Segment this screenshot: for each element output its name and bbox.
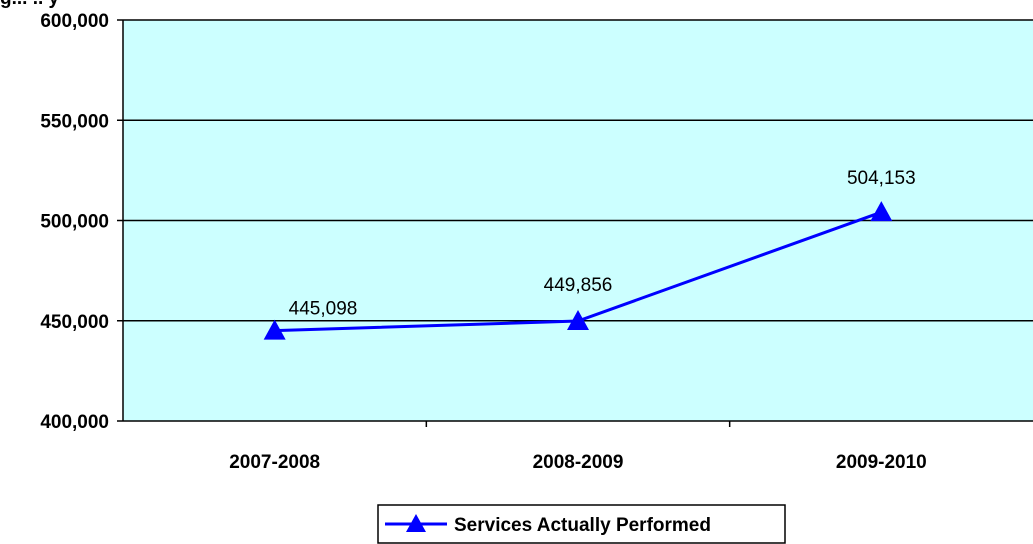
x-tick-label: 2007-2008: [229, 452, 320, 473]
series-layer: 445,098 449,856 504,153: [263, 168, 916, 340]
y-axis-ticks: 400,000 450,000 500,000 550,000 600,000: [40, 11, 123, 433]
legend-label: Services Actually Performed: [454, 515, 711, 536]
x-tick-label: 2009-2010: [836, 452, 927, 473]
triangle-marker-icon: [870, 201, 893, 222]
data-label: 445,098: [289, 299, 358, 320]
y-tick-label: 600,000: [40, 11, 109, 32]
y-tick-label: 400,000: [40, 412, 109, 433]
data-label: 449,856: [544, 275, 613, 296]
triangle-marker-icon: [263, 319, 286, 340]
y-tick-label: 500,000: [40, 212, 109, 233]
y-tick-label: 550,000: [40, 111, 109, 132]
legend-triangle-icon: [406, 514, 426, 532]
x-tick-label: 2008-2009: [533, 452, 624, 473]
data-label: 504,153: [847, 168, 916, 189]
x-axis-ticks: 2007-2008 2008-2009 2009-2010: [229, 421, 927, 473]
top-text-fragment: g... .. y: [0, 0, 60, 9]
y-tick-label: 450,000: [40, 312, 109, 333]
legend: Services Actually Performed: [377, 504, 786, 544]
triangle-marker-icon: [567, 310, 589, 331]
